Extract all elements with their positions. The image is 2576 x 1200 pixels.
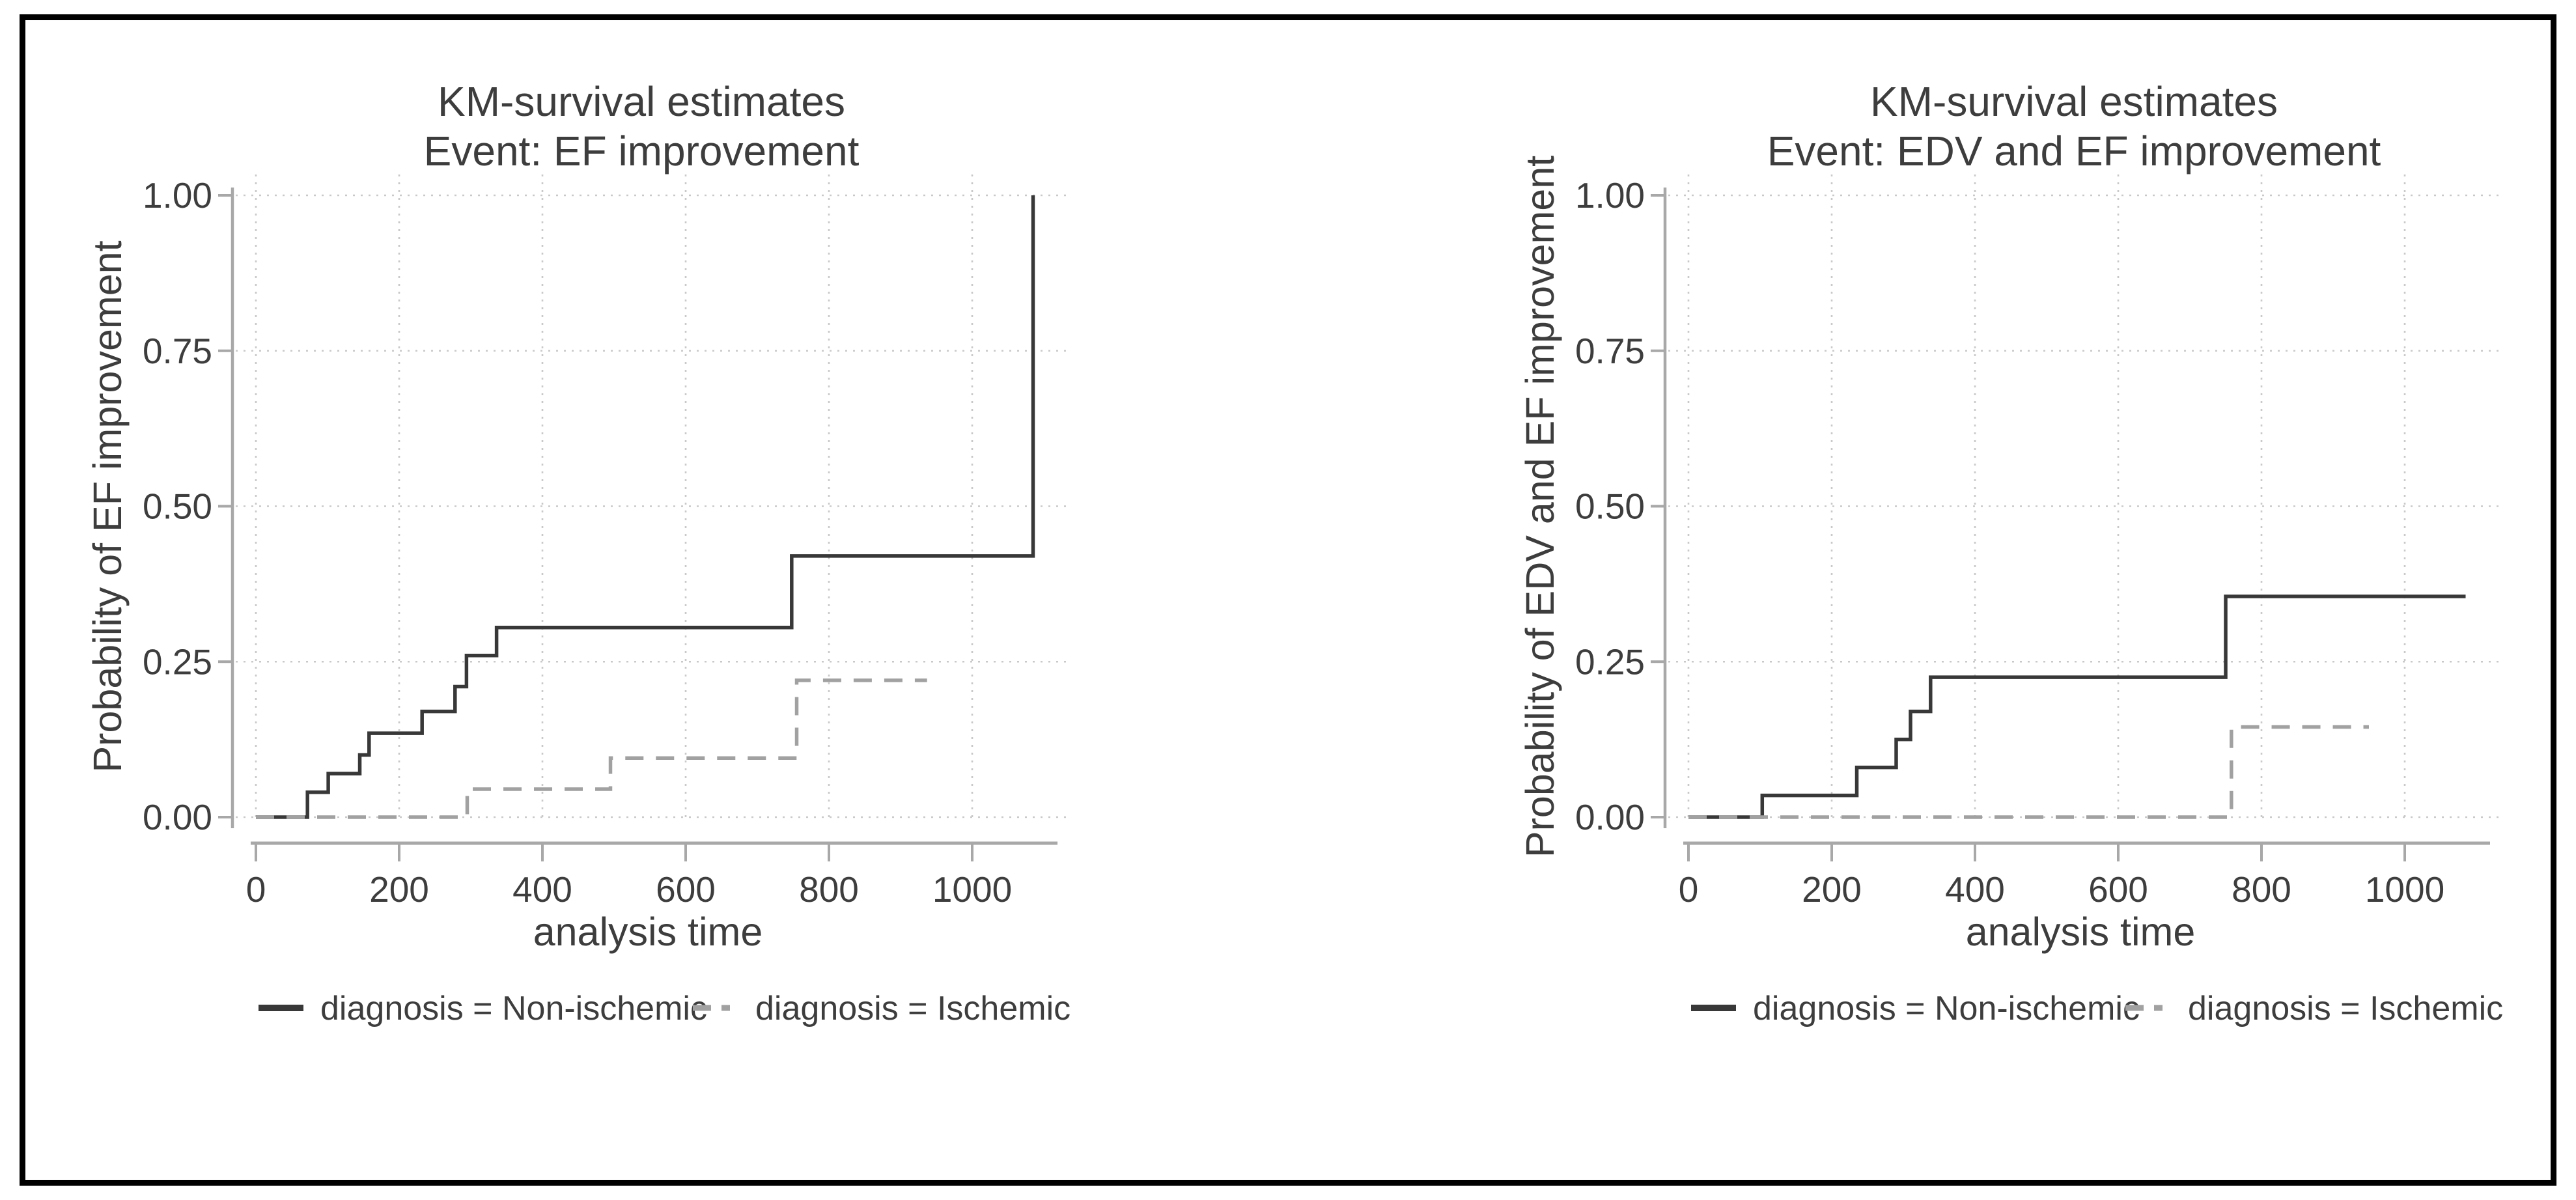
x-axis-label: analysis time (1966, 910, 2196, 954)
x-tick-label-3: 600 (2088, 869, 2148, 910)
x-tick-label-5: 1000 (932, 869, 1012, 910)
km-curve-ischemic (256, 678, 927, 819)
chart-title: KM-survival estimates (438, 78, 845, 125)
chart-subtitle: Event: EDV and EF improvement (1767, 128, 2381, 174)
y-tick-label-1: 0.25 (143, 641, 212, 682)
y-tick-label-1: 0.25 (1575, 641, 1645, 682)
y-tick-label-2: 0.50 (143, 486, 212, 527)
x-tick-label-2: 400 (512, 869, 572, 910)
x-tick-label-3: 600 (656, 869, 716, 910)
x-tick-label-1: 200 (1802, 869, 1862, 910)
chart-title: KM-survival estimates (1870, 78, 2278, 125)
chart-subtitle: Event: EF improvement (424, 128, 860, 174)
x-tick-label-4: 800 (2232, 869, 2291, 910)
legend-label-ischemic: diagnosis = Ischemic (2188, 990, 2503, 1027)
x-tick-label-1: 200 (369, 869, 429, 910)
km-curve-non-ischemic (1688, 594, 2466, 819)
y-axis-label: Probability of EF improvement (85, 240, 130, 772)
y-tick-label-4: 1.00 (1575, 175, 1645, 216)
km-curve-non-ischemic (256, 195, 1035, 819)
x-tick-label-4: 800 (799, 869, 859, 910)
y-tick-label-3: 0.75 (143, 331, 212, 371)
figure-border (20, 14, 2556, 1186)
y-tick-label-2: 0.50 (1575, 486, 1645, 527)
y-axis-label: Probability of EDV and EF improvement (1518, 156, 1562, 858)
x-tick-label-2: 400 (1945, 869, 2005, 910)
km-chart-edv-ef-svg: 0.00 0.25 0.50 0.75 1.00 0 200 400 600 800 1000 KM-… (1518, 78, 2503, 1027)
y-tick-label-0: 0.00 (1575, 797, 1645, 837)
legend-label-non-ischemic: diagnosis = Non-ischemic (320, 990, 707, 1027)
y-tick-label-4: 1.00 (143, 175, 212, 216)
y-tick-label-3: 0.75 (1575, 331, 1645, 371)
y-tick-label-0: 0.00 (143, 797, 212, 837)
km-chart-ef-svg: 0.00 0.25 0.50 0.75 1.00 0 200 400 600 800 1000 KM-… (85, 78, 1071, 1027)
legend-label-ischemic: diagnosis = Ischemic (755, 990, 1071, 1027)
x-tick-label-0: 0 (246, 869, 266, 910)
x-tick-label-5: 1000 (2365, 869, 2444, 910)
x-axis-label: analysis time (533, 910, 763, 954)
x-tick-label-0: 0 (1679, 869, 1699, 910)
legend-label-non-ischemic: diagnosis = Non-ischemic (1753, 990, 2140, 1027)
km-curve-ischemic (1688, 725, 2369, 819)
